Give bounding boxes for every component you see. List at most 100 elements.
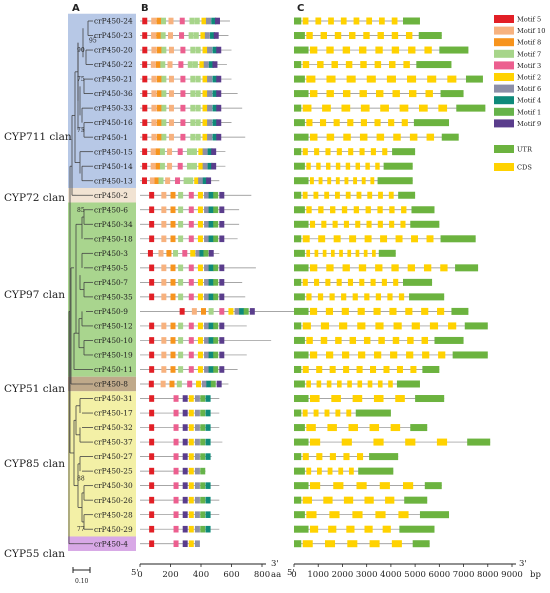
- motif-legend-label: Motif 7: [517, 50, 541, 58]
- cds-block: [335, 191, 340, 199]
- motif-block: [213, 191, 219, 199]
- utr-block: [410, 220, 440, 228]
- motif-block: [148, 380, 154, 388]
- structure-axis-tick-label: 1000: [307, 570, 329, 580]
- motif-block: [216, 380, 222, 388]
- cds-block: [302, 148, 308, 156]
- clan-label: CYP711 clan: [4, 131, 72, 143]
- cds-block: [343, 365, 350, 373]
- cds-block: [306, 511, 317, 519]
- motif-block: [219, 322, 225, 330]
- motif-block: [212, 119, 218, 126]
- cds-block: [360, 61, 367, 69]
- utr-block: [377, 177, 413, 185]
- motif-block: [182, 453, 188, 460]
- cds-block: [332, 220, 338, 228]
- motif-block: [180, 75, 186, 83]
- cds-block: [344, 177, 349, 185]
- bootstrap-value: 85: [77, 207, 85, 214]
- cds-block: [309, 46, 318, 54]
- motif-block: [199, 61, 205, 68]
- motif-block: [208, 366, 214, 373]
- motif-block: [188, 293, 194, 301]
- motif-block: [207, 104, 213, 112]
- cds-block: [382, 148, 388, 156]
- motif-block: [151, 119, 157, 126]
- utr-block: [440, 90, 464, 98]
- cds-block: [390, 351, 398, 359]
- motif-axis-tick-label: 800: [254, 570, 270, 580]
- cds-block: [364, 235, 372, 243]
- utr-block: [294, 191, 302, 199]
- motif-block: [212, 75, 218, 83]
- cds-block: [357, 380, 363, 388]
- cds-block: [436, 438, 448, 446]
- cds-block: [347, 278, 354, 286]
- motif-block: [207, 46, 213, 54]
- motif-block: [149, 482, 155, 489]
- motif-legend-swatch: [494, 26, 514, 35]
- motif-block: [149, 351, 155, 359]
- cds-block: [407, 264, 416, 272]
- cds-block: [320, 32, 327, 40]
- motif-block: [200, 525, 206, 533]
- cds-block: [405, 438, 416, 446]
- motif-block: [216, 46, 222, 54]
- motif-block: [178, 61, 184, 68]
- cds-block: [438, 104, 448, 112]
- utr-block: [439, 46, 469, 54]
- motif-block: [202, 119, 208, 126]
- motif-block: [161, 220, 167, 228]
- motif-block: [149, 424, 155, 431]
- utr-block: [294, 133, 309, 141]
- cds-block: [390, 424, 401, 432]
- motif-block: [179, 17, 185, 25]
- motif-block: [179, 32, 185, 39]
- motif-block: [197, 293, 203, 301]
- cds-block: [379, 482, 390, 490]
- cds-block: [330, 249, 335, 257]
- motif-block: [190, 90, 196, 97]
- motif-block: [207, 119, 213, 126]
- cds-block: [329, 453, 336, 461]
- cds-block: [341, 206, 348, 214]
- utr-block: [294, 220, 309, 228]
- cds-block: [349, 235, 357, 243]
- cds-block: [326, 351, 334, 359]
- gene-label: crP450-26: [94, 496, 133, 505]
- motif-block: [190, 133, 196, 141]
- motif-block: [149, 191, 155, 199]
- utr-block: [294, 104, 302, 112]
- cds-block: [377, 220, 383, 228]
- cds-block: [333, 482, 344, 490]
- cds-block: [396, 365, 403, 373]
- motif-block: [197, 366, 203, 373]
- motif-block: [213, 206, 219, 214]
- utr-block: [441, 133, 459, 141]
- motif-block: [205, 496, 211, 504]
- cds-block: [364, 293, 370, 301]
- cds-block: [370, 148, 376, 156]
- cds-block: [373, 438, 384, 446]
- motif-block: [178, 220, 184, 228]
- motif-block: [202, 148, 208, 155]
- motif-axis-end: 3': [271, 559, 279, 569]
- motif-block: [173, 525, 179, 533]
- gene-label: crP450-27: [94, 452, 133, 461]
- cds-block: [359, 46, 367, 54]
- motif-block: [188, 279, 194, 286]
- cds-block: [326, 162, 331, 170]
- cds-block: [391, 46, 400, 54]
- structure-axis-tick-label: 0: [291, 570, 296, 580]
- motif-block: [202, 75, 208, 83]
- utr-block: [294, 32, 305, 40]
- utr-block: [358, 467, 394, 475]
- cds-block: [374, 351, 382, 359]
- motif-block: [167, 61, 173, 68]
- cds-block: [391, 264, 399, 272]
- cds-block: [306, 206, 312, 214]
- cds-block: [352, 395, 363, 403]
- motif-block: [213, 322, 219, 330]
- gene-label: crP450-10: [94, 336, 133, 345]
- motif-block: [156, 104, 162, 112]
